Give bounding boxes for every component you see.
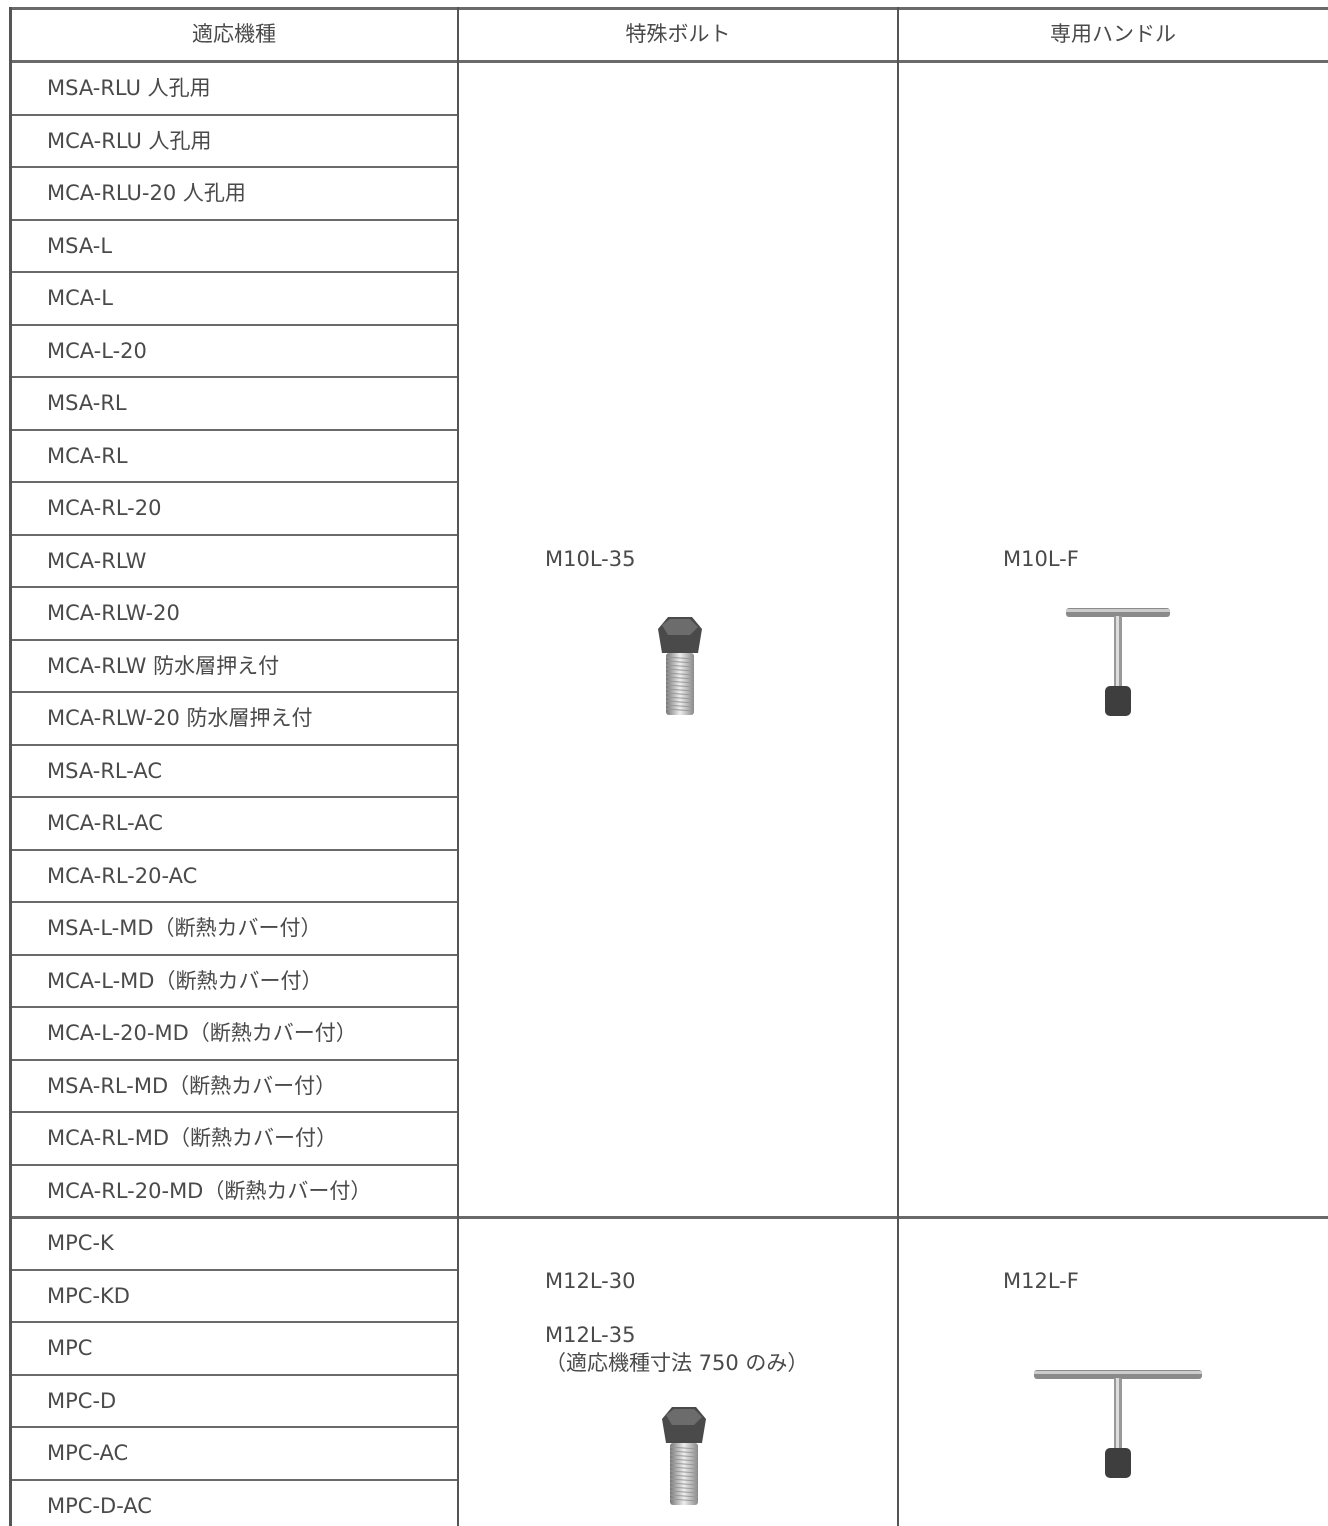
row-border — [10, 743, 458, 746]
row-border — [10, 323, 458, 326]
row-border — [10, 796, 458, 798]
row-border — [10, 586, 458, 588]
group-border — [10, 1216, 1328, 1219]
model-name: MCA-L-20 — [47, 338, 147, 363]
model-name: MPC-D-AC — [47, 1493, 152, 1518]
row-border — [10, 1058, 458, 1061]
model-name: MSA-L-MD（断熱カバー付） — [47, 916, 322, 940]
column-border — [9, 7, 12, 1526]
header-cell: 特殊ボルト — [625, 22, 731, 46]
header-cell: 専用ハンドル — [1050, 22, 1176, 46]
model-name: MCA-RL-AC — [47, 811, 163, 835]
handle-name: M12L-F — [1003, 1269, 1079, 1293]
model-name: MCA-RL-20-AC — [47, 863, 198, 888]
model-name: MCA-RLU 人孔用 — [47, 128, 212, 153]
handle-name: M10L-F — [1003, 547, 1079, 571]
column-border — [457, 7, 459, 1526]
bolt-image — [662, 1407, 706, 1505]
row-border — [10, 691, 458, 693]
row-border — [10, 638, 458, 641]
row-border — [10, 113, 458, 116]
model-name: MCA-RLW 防水層押え付 — [47, 653, 280, 678]
row-border — [10, 271, 458, 273]
model-name: MCA-RL-MD（断熱カバー付） — [47, 1126, 338, 1150]
row-border — [10, 901, 458, 903]
table-top-border — [10, 7, 1328, 10]
model-name: MCA-RLW-20 防水層押え付 — [47, 706, 313, 730]
model-name: MCA-L-MD（断熱カバー付） — [47, 968, 323, 993]
model-name: MCA-L-20-MD（断熱カバー付） — [47, 1021, 357, 1045]
bolt-name: M12L-35 — [545, 1323, 636, 1347]
model-name: MPC-KD — [47, 1283, 130, 1308]
bolt-name: M10L-35 — [545, 547, 636, 571]
row-border — [10, 953, 458, 956]
model-name: MSA-RL-AC — [47, 758, 163, 783]
row-border — [10, 1163, 458, 1166]
row-border — [10, 848, 458, 851]
handle-image — [1066, 608, 1170, 716]
model-name: MCA-RLW — [47, 548, 147, 573]
model-name: MPC-AC — [47, 1441, 129, 1465]
model-name: MPC-D — [47, 1388, 117, 1413]
model-name: MSA-RLU 人孔用 — [47, 76, 211, 100]
column-border — [897, 7, 899, 1526]
model-name: MCA-L — [47, 286, 113, 310]
row-border — [10, 533, 458, 536]
row-border — [10, 428, 458, 431]
row-border — [10, 1006, 458, 1008]
row-border — [10, 1478, 458, 1481]
model-name: MCA-RLU-20 人孔用 — [47, 181, 246, 205]
model-name: MPC — [47, 1336, 93, 1360]
row-border — [10, 1111, 458, 1113]
model-name: MCA-RL-20 — [47, 496, 162, 520]
row-border — [10, 1268, 458, 1271]
bolt-image — [658, 617, 702, 715]
model-name: MCA-RLW-20 — [47, 601, 180, 625]
header-border — [10, 60, 1328, 63]
row-border — [10, 218, 458, 221]
row-border — [10, 1373, 458, 1376]
row-border — [10, 376, 458, 378]
header-cell: 適応機種 — [192, 22, 276, 46]
model-name: MCA-RL — [47, 443, 128, 468]
model-name: MCA-RL-20-MD（断熱カバー付） — [47, 1178, 372, 1203]
row-border — [10, 1321, 458, 1323]
row-border — [10, 166, 458, 168]
bolt-name: M12L-30 — [545, 1269, 636, 1293]
row-border — [10, 1426, 458, 1428]
model-name: MSA-L — [47, 233, 113, 258]
bolt-name: （適応機種寸法 750 のみ） — [545, 1351, 809, 1375]
handle-image — [1034, 1370, 1202, 1478]
model-name: MSA-RL — [47, 391, 127, 415]
model-name: MSA-RL-MD（断熱カバー付） — [47, 1073, 337, 1098]
model-name: MPC-K — [47, 1231, 114, 1255]
row-border — [10, 481, 458, 483]
